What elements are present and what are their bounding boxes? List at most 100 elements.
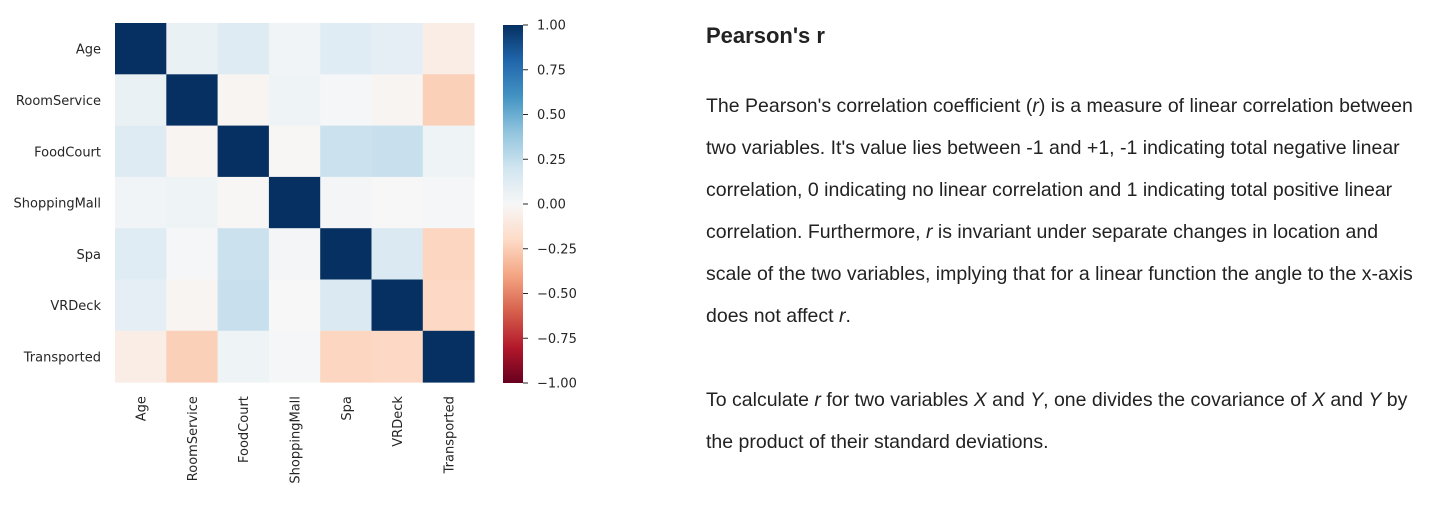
- row-label: Age: [76, 43, 101, 58]
- row-labels: Age RoomService FoodCourt ShoppingMall Spa VR…: [14, 43, 102, 366]
- colorbar-tick-label: 0.25: [537, 153, 566, 168]
- p2-segment: by the product of their standard deviati…: [706, 389, 1408, 453]
- heatmap-cell-Spa-Spa: [320, 228, 372, 280]
- column-label: Age: [135, 396, 150, 421]
- heatmap-cell-Transported-Age: [115, 330, 167, 383]
- column-label: Transported: [442, 396, 457, 474]
- heatmap-cell-Spa-ShoppingMall: [268, 228, 321, 280]
- colorbar-tick-label: −0.75: [537, 332, 577, 347]
- heatmap-cell-Transported-VRDeck: [371, 330, 424, 383]
- heatmap-cell-VRDeck-Spa: [320, 279, 372, 332]
- heatmap-cell-Transported-Transported: [422, 330, 475, 383]
- heatmap-cell-ShoppingMall-ShoppingMall: [268, 176, 321, 229]
- p2-segment: X: [973, 389, 987, 411]
- heatmap-cell-Spa-VRDeck: [371, 228, 424, 280]
- heatmap-cell-Age-Spa: [320, 23, 372, 75]
- heatmap-cell-ShoppingMall-Transported: [422, 176, 475, 229]
- heatmap-cell-RoomService-VRDeck: [371, 74, 424, 127]
- p1-segment: The Pearson's correlation coefficient (: [706, 95, 1033, 117]
- heatmap-cell-Transported-Spa: [320, 330, 372, 383]
- p1-segment: r: [1032, 95, 1039, 117]
- heatmap-cell-RoomService-Spa: [320, 74, 372, 127]
- row-label: VRDeck: [50, 299, 101, 314]
- heatmap-cell-FoodCourt-Transported: [422, 125, 475, 178]
- heatmap-cell-ShoppingMall-FoodCourt: [217, 176, 270, 229]
- p1-segment: ) is a measure of linear correlation bet…: [706, 95, 1413, 243]
- p1-segment: .: [845, 305, 851, 327]
- colorbar: 1.00 0.75 0.50 0.25 0.00 −0.25 −0.50 −0.75 −1.00: [503, 19, 577, 392]
- colorbar-tick-label: −1.00: [537, 377, 577, 392]
- colorbar-tick-label: 0.50: [537, 108, 566, 123]
- row-label: Spa: [77, 248, 101, 263]
- heatmap-cell-Transported-FoodCourt: [217, 330, 270, 383]
- heatmap-cell-Age-Age: [115, 23, 167, 75]
- heatmap-cell-FoodCourt-Spa: [320, 125, 372, 178]
- heatmap-cell-ShoppingMall-Age: [115, 176, 167, 229]
- heatmap-cell-FoodCourt-Age: [115, 125, 167, 178]
- colorbar-tick-label: 0.75: [537, 63, 566, 78]
- column-label: RoomService: [186, 396, 201, 481]
- p2-segment: and: [986, 389, 1031, 411]
- p1-segment: r: [926, 221, 933, 243]
- heatmap-cell-Age-Transported: [422, 23, 475, 75]
- heatmap-cell-RoomService-RoomService: [166, 74, 219, 127]
- colorbar-tick-label: 1.00: [537, 19, 566, 34]
- section-title: Pearson's r: [706, 23, 825, 48]
- heatmap-cell-Age-FoodCourt: [217, 23, 270, 75]
- heatmap-cell-Spa-FoodCourt: [217, 228, 270, 280]
- row-label: ShoppingMall: [14, 197, 101, 212]
- p2-segment: , one divides the covariance of: [1043, 389, 1312, 411]
- p2-segment: and: [1324, 389, 1369, 411]
- heatmap-cell-FoodCourt-FoodCourt: [217, 125, 270, 178]
- heatmap-cells: [115, 23, 475, 383]
- p2-segment: To calculate: [706, 389, 815, 411]
- colorbar-tick-label: −0.25: [537, 242, 577, 257]
- heatmap-cell-VRDeck-VRDeck: [371, 279, 424, 332]
- correlation-heatmap-chart: Age RoomService FoodCourt ShoppingMall Spa VR…: [0, 0, 640, 500]
- heatmap-cell-VRDeck-Age: [115, 279, 167, 332]
- pearson-calculation-paragraph: To calculate r for two variables X and Y…: [706, 379, 1421, 463]
- heatmap-cell-Transported-ShoppingMall: [268, 330, 321, 383]
- colorbar-gradient: [503, 25, 523, 383]
- heatmap-cell-Spa-Age: [115, 228, 167, 280]
- heatmap-cell-ShoppingMall-VRDeck: [371, 176, 424, 229]
- p2-segment: Y: [1368, 389, 1382, 411]
- heatmap-cell-Age-RoomService: [166, 23, 219, 75]
- heatmap-cell-FoodCourt-ShoppingMall: [268, 125, 321, 178]
- heatmap-cell-Age-VRDeck: [371, 23, 424, 75]
- p2-segment: for two variables: [820, 389, 974, 411]
- column-labels: Age RoomService FoodCourt ShoppingMall Spa VR…: [135, 396, 458, 484]
- heatmap-cell-RoomService-FoodCourt: [217, 74, 270, 127]
- row-label: FoodCourt: [34, 145, 101, 160]
- p1-segment: r: [839, 305, 846, 327]
- heatmap-cell-Age-ShoppingMall: [268, 23, 321, 75]
- heatmap-cell-FoodCourt-VRDeck: [371, 125, 424, 178]
- heatmap-cell-VRDeck-FoodCourt: [217, 279, 270, 332]
- text-panel: Pearson's r The Pearson's correlation co…: [706, 20, 1421, 505]
- heatmap-cell-Spa-RoomService: [166, 228, 219, 280]
- p2-segment: r: [814, 389, 821, 411]
- heatmap-cell-FoodCourt-RoomService: [166, 125, 219, 178]
- heatmap-cell-ShoppingMall-Spa: [320, 176, 372, 229]
- pearson-description-paragraph: The Pearson's correlation coefficient (r…: [706, 85, 1421, 337]
- heatmap-cell-VRDeck-Transported: [422, 279, 475, 332]
- heatmap-cell-VRDeck-ShoppingMall: [268, 279, 321, 332]
- p2-segment: X: [1311, 389, 1325, 411]
- column-label: Spa: [340, 396, 355, 420]
- column-label: ShoppingMall: [289, 396, 304, 483]
- heatmap-cell-RoomService-Transported: [422, 74, 475, 127]
- colorbar-tick-label: 0.00: [537, 198, 566, 213]
- heatmap-cell-RoomService-Age: [115, 74, 167, 127]
- heatmap-cell-ShoppingMall-RoomService: [166, 176, 219, 229]
- column-label: FoodCourt: [237, 396, 252, 463]
- heatmap-cell-VRDeck-RoomService: [166, 279, 219, 332]
- column-label: VRDeck: [391, 396, 406, 447]
- p1-segment: is invariant under separate changes in l…: [706, 221, 1413, 327]
- row-label: RoomService: [16, 94, 101, 109]
- p2-segment: Y: [1030, 389, 1044, 411]
- heatmap-svg: Age RoomService FoodCourt ShoppingMall Spa VR…: [14, 19, 577, 484]
- heatmap-cell-Spa-Transported: [422, 228, 475, 280]
- row-label: Transported: [23, 350, 101, 365]
- colorbar-tick-label: −0.50: [537, 287, 577, 302]
- heatmap-cell-RoomService-ShoppingMall: [268, 74, 321, 127]
